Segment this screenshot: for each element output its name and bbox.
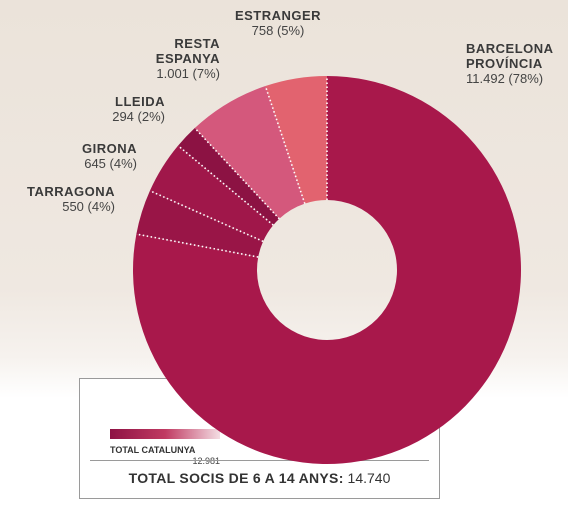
segment-name: GIRONA — [82, 141, 137, 156]
segment-percent: (78%) — [508, 71, 544, 86]
separator — [90, 460, 429, 461]
segment-value: 11.492 — [466, 71, 505, 86]
donut-segment — [194, 86, 305, 219]
donut-segment — [178, 128, 280, 226]
segment-divider — [136, 233, 259, 258]
donut-segment — [136, 190, 264, 258]
legend-label: TOTAL CATALUNYA — [110, 445, 196, 455]
segment-name: BARCELONA PROVÍNCIA — [466, 41, 554, 71]
segment-value: 550 — [62, 199, 84, 214]
segment-divider — [264, 85, 306, 204]
donut-segment — [133, 76, 522, 464]
donut-segment — [149, 145, 274, 242]
segment-divider — [149, 190, 264, 243]
total-value: 14.740 — [347, 470, 391, 486]
segment-divider — [177, 145, 274, 226]
segment-percent: (4%) — [109, 156, 137, 171]
segment-value: 294 — [112, 109, 134, 124]
segment-percent: (5%) — [276, 23, 305, 38]
segment-label: ESTRANGER 758 (5%) — [228, 8, 328, 38]
segment-name: LLEIDA — [115, 94, 165, 109]
segment-label: BARCELONA PROVÍNCIA 11.492 (78%) — [466, 41, 566, 86]
segment-value: 758 — [251, 23, 274, 38]
segment-name: RESTA ESPANYA — [155, 36, 220, 66]
segment-value: 645 — [84, 156, 106, 171]
segment-label: LLEIDA 294 (2%) — [75, 94, 165, 124]
legend-swatch — [110, 429, 220, 439]
segment-divider — [194, 127, 280, 220]
donut-segment — [265, 76, 327, 204]
segment-percent: (7%) — [192, 66, 220, 81]
segment-value: 1.001 — [156, 66, 189, 81]
segment-percent: (2%) — [137, 109, 165, 124]
segment-percent: (4%) — [87, 199, 115, 214]
segment-label: TARRAGONA 550 (4%) — [5, 184, 115, 214]
legend-value: 12.981 — [192, 456, 220, 466]
total: TOTAL SOCIS DE 6 A 14 ANYS: 14.740 — [80, 470, 439, 486]
total-label: TOTAL SOCIS DE 6 A 14 ANYS: — [128, 470, 344, 486]
segment-label: RESTA ESPANYA 1.001 (7%) — [130, 36, 220, 81]
segment-name: TARRAGONA — [26, 184, 115, 199]
segment-label: GIRONA 645 (4%) — [47, 141, 137, 171]
segment-name: ESTRANGER — [234, 8, 322, 23]
